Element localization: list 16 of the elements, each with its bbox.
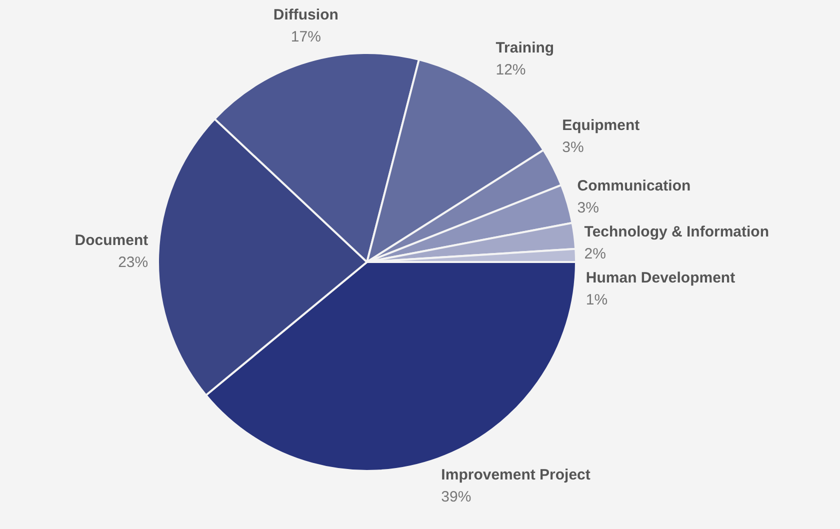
data-label: 12% — [496, 61, 526, 78]
slice-label: Equipment — [562, 117, 640, 134]
data-label: 2% — [584, 246, 606, 263]
slice-label: Diffusion — [273, 6, 338, 24]
slice-label: Document — [74, 232, 148, 249]
slice-label: Training — [496, 39, 554, 56]
data-label: 3% — [562, 139, 584, 156]
data-label: 1% — [586, 292, 608, 309]
data-label: 3% — [577, 200, 599, 217]
slice-label: Human Development — [586, 270, 736, 287]
slice-label: Technology & Information — [584, 224, 769, 241]
slice-label: Communication — [577, 178, 691, 195]
data-label: 23% — [118, 254, 148, 271]
data-label: 17% — [290, 28, 321, 46]
data-label: 39% — [441, 488, 472, 506]
slice-label: Improvement Project — [441, 466, 590, 484]
